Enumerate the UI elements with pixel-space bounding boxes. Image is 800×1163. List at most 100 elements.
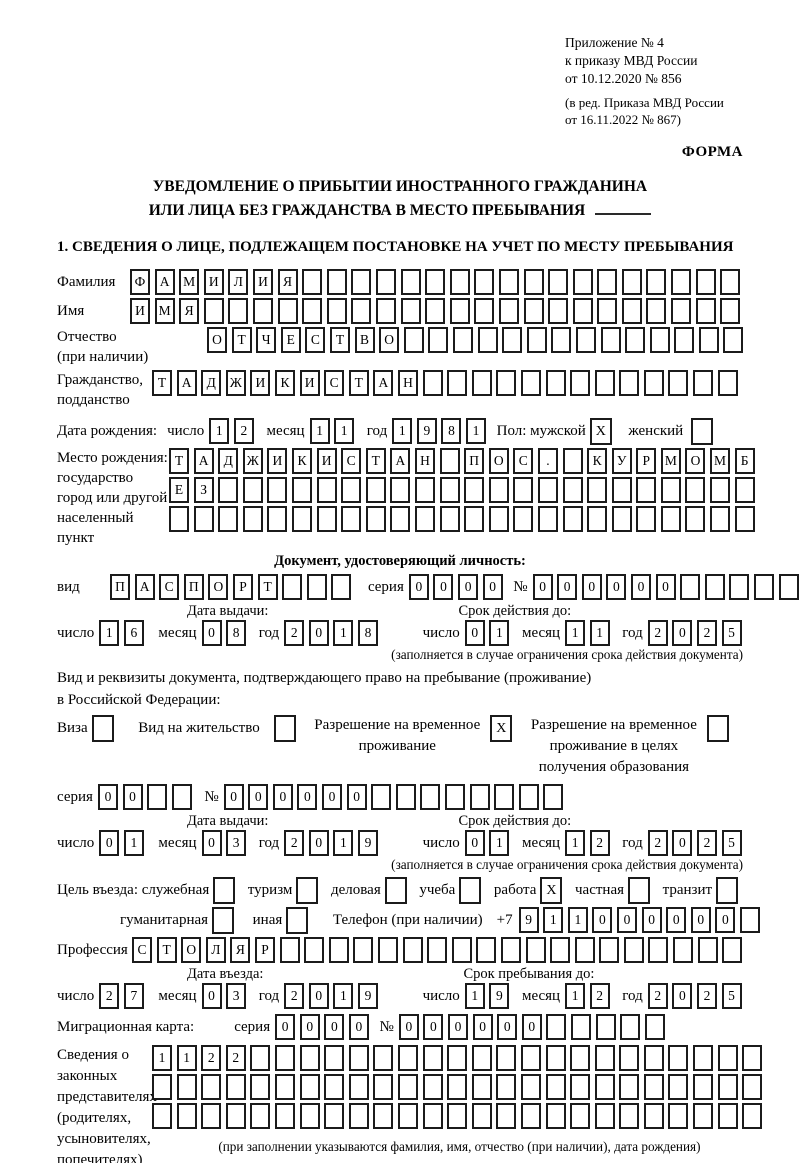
row-representatives: Сведения о законных представителях (роди… xyxy=(57,1045,763,1163)
row-entry-purpose-2: гуманитарная иная Телефон (при наличии) … xyxy=(57,907,760,934)
cell xyxy=(328,937,349,963)
cell: 3 xyxy=(226,983,247,1009)
number-sign: № xyxy=(204,789,219,805)
cell xyxy=(619,1103,640,1129)
identity-doc-heading: Документ, удостоверяющий личность: xyxy=(274,553,526,569)
row-residence-doc-type: Виза Вид на жительство Разрешение на вре… xyxy=(57,715,743,778)
cell xyxy=(498,269,519,295)
cell xyxy=(252,298,273,324)
year-label: год xyxy=(258,988,280,1004)
page-title: УВЕДОМЛЕНИЕ О ПРИБЫТИИ ИНОСТРАННОГО ГРАЖ… xyxy=(57,175,743,223)
month-label: месяц xyxy=(158,625,197,641)
cell xyxy=(201,1103,222,1129)
month-label: месяц xyxy=(521,625,561,641)
cell: Т xyxy=(169,448,189,474)
cell xyxy=(562,477,583,503)
cell xyxy=(513,506,534,532)
cell: М xyxy=(710,448,731,474)
cell xyxy=(147,784,168,810)
cell xyxy=(595,1014,616,1040)
cell xyxy=(212,907,235,934)
series-label: серия xyxy=(367,579,404,595)
cell xyxy=(646,269,667,295)
cell: 9 xyxy=(489,983,510,1009)
purpose-work-checkbox: X xyxy=(540,877,567,904)
cell xyxy=(274,1103,295,1129)
cell xyxy=(599,937,620,963)
entry-date-label: Дата въезда: xyxy=(187,966,264,982)
cell xyxy=(439,506,460,532)
representatives-cells-row2 xyxy=(152,1074,767,1100)
cell xyxy=(698,327,719,353)
cell xyxy=(739,907,760,933)
cell xyxy=(397,1045,418,1071)
cell xyxy=(296,877,319,904)
cell xyxy=(373,1103,394,1129)
cell: М xyxy=(154,298,175,324)
cell: 1 xyxy=(123,830,144,856)
cell: 0 xyxy=(223,784,244,810)
purpose-other-label: иная xyxy=(252,912,283,928)
cell xyxy=(570,1045,591,1071)
cell xyxy=(291,506,312,532)
cell: . xyxy=(537,448,558,474)
cell: Д xyxy=(218,448,239,474)
row-birth-place: Место рождения: государство город или др… xyxy=(57,448,755,548)
purpose-private-checkbox xyxy=(628,877,655,904)
temp-residence-checkbox: X xyxy=(490,715,517,742)
form-label: ФОРМА xyxy=(681,144,743,160)
cell: У xyxy=(611,448,632,474)
series-label: серия xyxy=(57,789,93,805)
cell: 0 xyxy=(581,574,602,600)
sex-male-label: Пол: мужской xyxy=(496,423,586,439)
cell: Д xyxy=(201,370,222,396)
cell: 1 xyxy=(333,983,354,1009)
cell xyxy=(594,370,615,396)
section1-heading: 1. СВЕДЕНИЯ О ЛИЦЕ, ПОДЛЕЖАЩЕМ ПОСТАНОВК… xyxy=(57,239,734,255)
cell: Р xyxy=(254,937,275,963)
cell xyxy=(341,506,362,532)
purpose-business-label: деловая xyxy=(331,882,381,898)
cell: И xyxy=(316,448,337,474)
cell: 1 xyxy=(489,830,510,856)
cell: 1 xyxy=(176,1045,197,1071)
cell xyxy=(422,1045,443,1071)
purpose-other-checkbox xyxy=(286,907,313,934)
cell xyxy=(520,1103,541,1129)
cell: 0 xyxy=(308,983,329,1009)
cell xyxy=(203,298,224,324)
cell xyxy=(91,715,114,742)
title-line2: ИЛИ ЛИЦА БЕЗ ГРАЖДАНСТВА В МЕСТО ПРЕБЫВА… xyxy=(57,199,743,223)
cell xyxy=(250,1074,271,1100)
cell xyxy=(587,506,608,532)
cell: 0 xyxy=(497,1014,518,1040)
cell xyxy=(545,1103,566,1129)
cell xyxy=(282,574,303,600)
cell xyxy=(439,477,460,503)
surname-label: Фамилия xyxy=(57,274,116,290)
month-label: месяц xyxy=(266,423,305,439)
cell xyxy=(722,937,743,963)
cell xyxy=(152,1103,172,1129)
cell xyxy=(695,298,716,324)
cell xyxy=(623,937,644,963)
series-label: серия xyxy=(234,1019,271,1035)
cell xyxy=(621,298,642,324)
row-residence-date-headers: Дата выдачи: Срок действия до: xyxy=(57,813,743,830)
cell: Я xyxy=(230,937,251,963)
day-label: число xyxy=(422,988,460,1004)
cell: 2 xyxy=(284,983,305,1009)
cell: 0 xyxy=(464,830,485,856)
